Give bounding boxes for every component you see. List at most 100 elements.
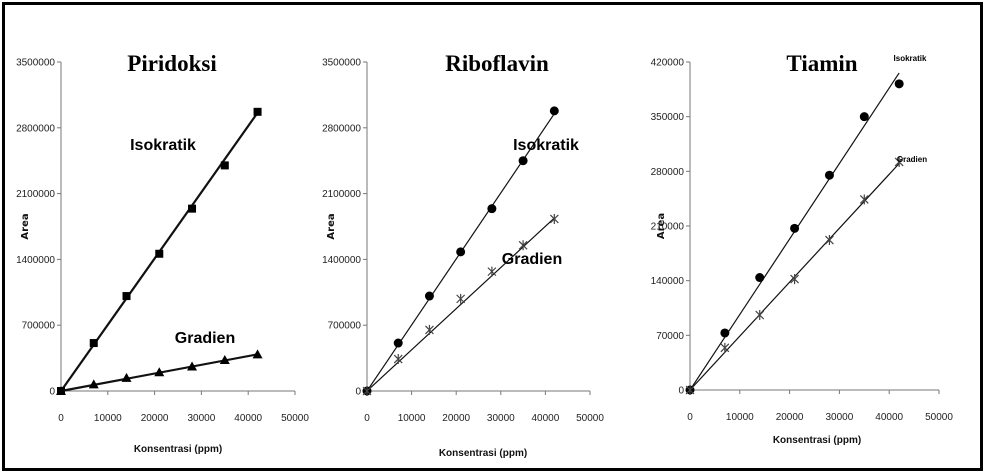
y-tick-label: 280000 <box>651 167 685 178</box>
trend-line <box>366 217 555 392</box>
x-tick-label: 20000 <box>442 413 470 424</box>
series-label: Isokratik <box>513 137 579 154</box>
data-point <box>825 235 834 246</box>
chart-title: Riboflavin <box>445 51 549 76</box>
x-tick-label: 30000 <box>187 413 215 424</box>
series-gradien <box>56 349 263 395</box>
series-label: Gradien <box>502 251 562 268</box>
x-tick-label: 0 <box>687 412 693 423</box>
data-point <box>424 291 434 301</box>
data-point <box>187 361 198 371</box>
data-point <box>685 385 695 395</box>
data-point <box>824 170 834 180</box>
data-point <box>155 249 164 258</box>
data-point <box>456 293 466 304</box>
y-tick-label: 140000 <box>651 276 685 287</box>
data-point <box>253 107 262 116</box>
data-point <box>219 354 230 364</box>
y-tick-label: 350000 <box>651 112 685 123</box>
x-tick-label: 20000 <box>141 413 169 424</box>
chart-1: 0 700000 1400000 2100000 2800000 3500000 0 1000… <box>16 51 309 455</box>
x-tick-label: 40000 <box>234 413 262 424</box>
data-point <box>518 240 528 251</box>
data-point <box>894 156 904 167</box>
data-point <box>362 386 372 396</box>
x-tick-label: 40000 <box>875 412 903 423</box>
y-tick-label: 70000 <box>656 331 684 342</box>
x-tick-label: 30000 <box>487 413 515 424</box>
y-tick-label: 210000 <box>651 222 685 233</box>
data-point <box>720 342 730 353</box>
series-isokratik <box>57 107 262 395</box>
x-axis-label: Konsentrasi (ppm) <box>773 435 861 446</box>
y-tick-label: 420000 <box>651 58 685 69</box>
y-tick-label: 2800000 <box>322 123 361 134</box>
x-tick-label: 40000 <box>531 413 559 424</box>
data-point <box>89 339 98 348</box>
y-tick-label: 3500000 <box>322 58 361 69</box>
series-label: Isokratik <box>894 54 927 63</box>
x-axis-label: Konsentrasi (ppm) <box>439 448 527 459</box>
x-tick-label: 10000 <box>726 412 754 423</box>
data-point <box>252 349 263 359</box>
y-tick-label: 1400000 <box>16 255 55 266</box>
chart-title: Tiamin <box>786 51 857 76</box>
series-gradien <box>685 156 904 395</box>
x-tick-label: 0 <box>58 413 64 424</box>
data-point <box>122 292 131 301</box>
y-tick-label: 700000 <box>22 321 56 332</box>
data-point <box>88 379 99 389</box>
data-point <box>755 273 765 283</box>
x-tick-label: 50000 <box>281 413 309 424</box>
y-axis-label: Area <box>656 213 667 239</box>
data-point <box>220 161 229 170</box>
y-tick-label: 3500000 <box>16 58 55 69</box>
data-point <box>859 194 869 205</box>
y-axis-label: Area <box>20 213 31 239</box>
chart-title: Piridoksi <box>127 51 217 76</box>
x-axis-label: Konsentrasi (ppm) <box>134 444 222 455</box>
x-tick-label: 0 <box>364 413 370 424</box>
y-tick-label: 2100000 <box>322 189 361 200</box>
data-point <box>487 266 497 277</box>
chart-3: 0 70000 140000 210000 280000 350000 420000 0 100… <box>651 51 954 446</box>
x-tick-label: 10000 <box>94 413 122 424</box>
y-tick-label: 2100000 <box>16 189 55 200</box>
series-label: Gradien <box>175 330 235 347</box>
x-tick-label: 50000 <box>925 412 953 423</box>
y-tick-label: 700000 <box>328 321 362 332</box>
series-label: Gradien <box>897 155 927 164</box>
data-point <box>154 367 165 377</box>
data-point <box>720 328 730 338</box>
data-point <box>755 310 765 321</box>
data-point <box>894 79 904 89</box>
data-point <box>790 274 800 285</box>
series-isokratik <box>685 72 904 395</box>
y-tick-label: 1400000 <box>322 255 361 266</box>
series-label: Isokratik <box>130 137 196 154</box>
x-tick-label: 20000 <box>776 412 804 423</box>
x-tick-label: 10000 <box>398 413 426 424</box>
y-axis-label: Area <box>326 213 337 239</box>
data-point <box>487 204 497 214</box>
data-point <box>56 386 66 395</box>
data-point <box>790 223 800 233</box>
data-point <box>121 372 132 382</box>
y-tick-label: 0 <box>49 387 55 398</box>
y-tick-label: 0 <box>355 387 361 398</box>
x-tick-label: 50000 <box>576 413 604 424</box>
y-tick-label: 2800000 <box>16 123 55 134</box>
data-point <box>859 112 869 122</box>
y-tick-label: 0 <box>678 386 684 397</box>
data-point <box>456 247 466 257</box>
data-point <box>393 338 403 348</box>
data-point <box>549 106 559 116</box>
data-point <box>393 354 403 365</box>
series-gradien <box>362 213 559 396</box>
data-point <box>518 156 528 166</box>
chart-2: 0 700000 1400000 2100000 2800000 3500000 0 1000… <box>322 51 604 459</box>
data-point <box>188 204 197 213</box>
data-point <box>425 324 434 335</box>
